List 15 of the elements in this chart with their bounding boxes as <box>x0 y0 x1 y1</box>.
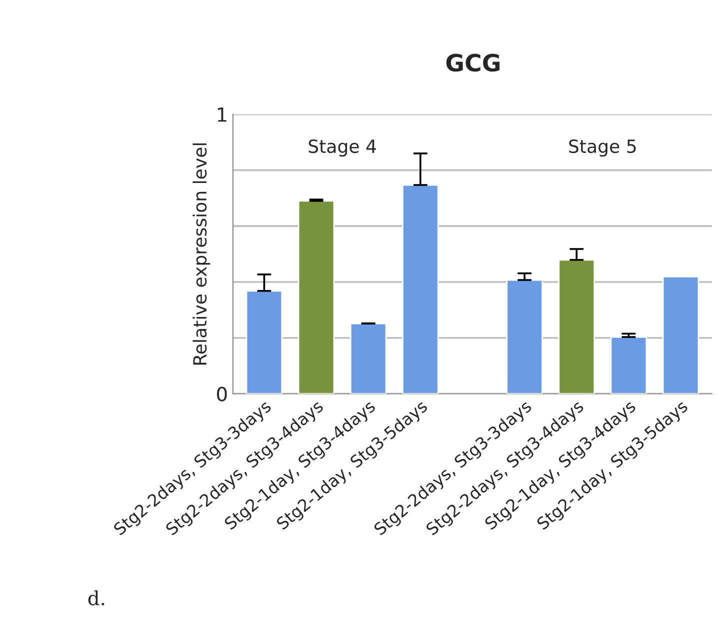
bar <box>350 322 387 394</box>
annotation: Stage 4 <box>308 139 376 157</box>
bar <box>558 259 596 394</box>
annotation: Stage 5 <box>569 139 636 157</box>
bar <box>298 200 335 394</box>
bar <box>506 279 543 394</box>
bar <box>662 276 700 394</box>
bar <box>402 184 439 394</box>
bar <box>610 336 648 394</box>
bar <box>246 290 283 394</box>
y-tick-label: 0 <box>217 386 227 402</box>
y-tick-label: 1 <box>218 108 226 122</box>
text: d. <box>88 590 104 606</box>
chart-title: GCG <box>446 54 500 72</box>
y-axis-title: Relative expression level <box>192 143 210 365</box>
